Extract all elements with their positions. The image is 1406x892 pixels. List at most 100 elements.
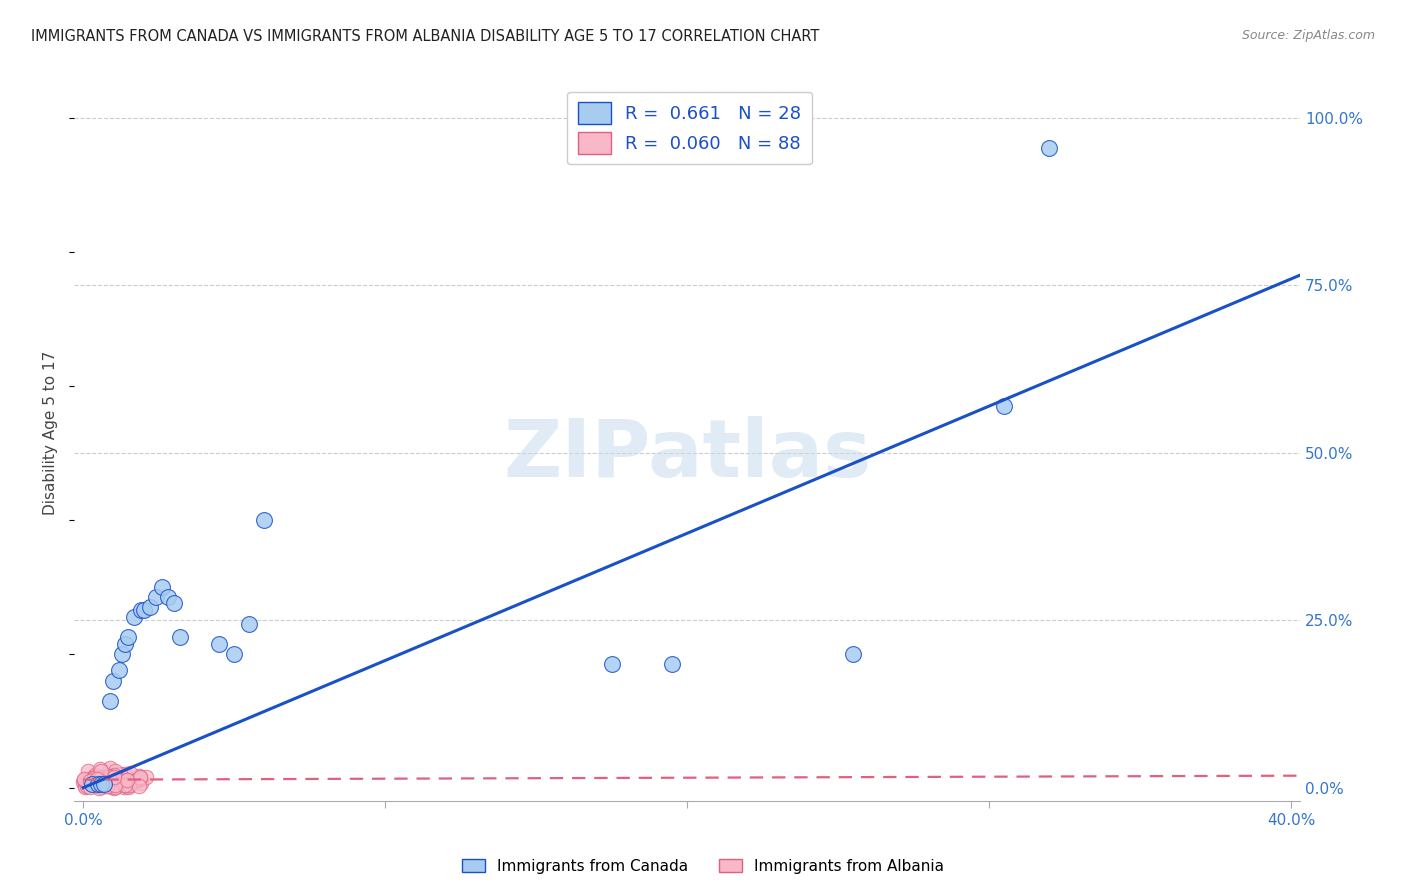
Point xyxy=(80,772,103,786)
Point xyxy=(98,761,121,775)
Point xyxy=(82,772,104,787)
Text: Source: ZipAtlas.com: Source: ZipAtlas.com xyxy=(1241,29,1375,42)
Point xyxy=(107,777,129,791)
Point xyxy=(90,780,112,795)
Point xyxy=(90,764,112,778)
Point xyxy=(112,780,135,794)
Point xyxy=(104,772,127,787)
Point xyxy=(993,399,1015,413)
Point xyxy=(86,779,108,793)
Point xyxy=(253,513,276,527)
Point xyxy=(83,768,105,782)
Point xyxy=(77,764,100,778)
Point xyxy=(117,780,139,795)
Point xyxy=(103,768,125,782)
Point xyxy=(156,590,179,604)
Point xyxy=(83,772,105,786)
Point xyxy=(98,769,121,783)
Point xyxy=(98,693,121,707)
Point xyxy=(103,778,125,792)
Point xyxy=(145,590,167,604)
Point xyxy=(93,772,115,787)
Point xyxy=(79,780,101,794)
Point xyxy=(128,779,150,793)
Text: ZIPatlas: ZIPatlas xyxy=(503,416,872,493)
Point xyxy=(86,778,108,792)
Point xyxy=(91,776,114,790)
Point xyxy=(114,766,136,780)
Point xyxy=(150,580,173,594)
Point xyxy=(79,774,101,789)
Point xyxy=(89,780,111,795)
Point xyxy=(91,775,114,789)
Point xyxy=(84,776,107,790)
Point xyxy=(73,779,96,793)
Point xyxy=(661,657,683,671)
Y-axis label: Disability Age 5 to 17: Disability Age 5 to 17 xyxy=(44,351,58,515)
Point xyxy=(115,772,138,787)
Point xyxy=(96,770,118,784)
Point xyxy=(114,779,136,793)
Point xyxy=(111,773,134,788)
Point xyxy=(163,597,186,611)
Point xyxy=(96,779,118,793)
Point xyxy=(87,777,110,791)
Point xyxy=(104,764,127,778)
Point xyxy=(79,772,101,787)
Point xyxy=(118,779,141,793)
Point xyxy=(90,770,112,784)
Point xyxy=(91,778,114,792)
Point xyxy=(138,599,160,614)
Point xyxy=(103,770,125,784)
Point xyxy=(73,772,96,787)
Point xyxy=(84,773,107,788)
Point xyxy=(98,770,121,784)
Point xyxy=(135,770,157,784)
Point xyxy=(129,603,152,617)
Point xyxy=(89,776,111,790)
Point xyxy=(128,771,150,785)
Point xyxy=(117,778,139,792)
Point xyxy=(104,778,127,792)
Point xyxy=(101,780,124,794)
Point xyxy=(114,778,136,792)
Point xyxy=(118,765,141,780)
Point xyxy=(110,773,132,788)
Point xyxy=(103,770,125,784)
Point xyxy=(124,610,146,624)
Point xyxy=(114,637,136,651)
Point xyxy=(94,779,117,793)
Point xyxy=(72,775,94,789)
Point xyxy=(1038,141,1060,155)
Point xyxy=(110,767,132,781)
Point xyxy=(600,657,623,671)
Point xyxy=(129,776,152,790)
Point xyxy=(169,630,191,644)
Point xyxy=(107,772,129,787)
Point xyxy=(86,774,108,789)
Point xyxy=(93,772,115,786)
Point xyxy=(77,773,100,788)
Point xyxy=(842,647,865,661)
Point xyxy=(111,647,134,661)
Point xyxy=(93,777,115,791)
Point xyxy=(100,771,122,785)
Point xyxy=(132,603,155,617)
Point xyxy=(103,772,125,786)
Point xyxy=(127,772,149,787)
Point xyxy=(117,630,139,644)
Point xyxy=(104,780,127,795)
Point xyxy=(86,771,108,785)
Point xyxy=(128,769,150,783)
Point xyxy=(100,777,122,791)
Point xyxy=(82,777,104,791)
Point xyxy=(90,772,112,786)
Point xyxy=(90,773,112,788)
Point xyxy=(77,774,100,789)
Point xyxy=(238,616,260,631)
Point xyxy=(90,777,112,791)
Point xyxy=(125,772,148,787)
Point xyxy=(86,775,108,789)
Point xyxy=(115,772,138,787)
Legend: Immigrants from Canada, Immigrants from Albania: Immigrants from Canada, Immigrants from … xyxy=(456,853,950,880)
